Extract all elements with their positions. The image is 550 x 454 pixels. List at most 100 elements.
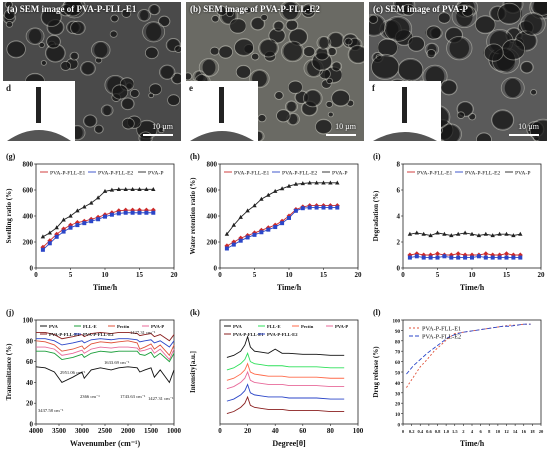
y-tick-label-l-2: 20 [395,403,401,408]
x-tick-label-k-0: 0 [218,427,222,435]
scale-label-c: 10 µm [518,122,539,131]
x-axis-label-j: Wavenumber (cm⁻¹) [70,439,141,448]
point-h-2-4 [252,203,257,208]
sem-title-b: (b) SEM image of PVA-P-FLL-E2 [190,4,320,14]
point-g-0-4 [68,222,73,228]
series-line-j-3 [36,346,175,361]
inset-label-e: e [189,83,193,93]
y-tick-label-i-3: 6 [397,187,401,195]
point-g-1-7 [89,219,94,224]
series-line-j-4 [36,332,175,342]
point-h-2-16 [335,180,340,185]
y-tick-label-i-1: 2 [397,239,401,247]
x-axis-label-h: Time/h [277,283,302,292]
x-axis-label-g: Time/h [93,283,118,292]
x-tick-label-h-4: 20 [355,271,363,279]
sem-image-b: (b) SEM image of PVA-P-FLL-E2 e 10 µm [186,2,364,141]
point-g-2-3 [61,217,66,222]
point-i-2-10 [476,233,482,238]
point-i-1-3 [428,255,433,260]
legend-entry-i-2: PVA-P [515,171,530,177]
legend-entry-h-1: PVA-P-FLL-E2 [282,171,318,177]
y-tick-label-i-4: 8 [397,161,401,169]
x-tick-label-h-3: 15 [320,271,328,279]
x-tick-label-l-11: 10 [496,429,501,434]
point-g-2-14 [137,186,142,191]
point-h-2-6 [266,192,271,197]
legend-entry-k-4: PVA-P-FLL-E1 [233,332,264,337]
point-i-1-0 [407,255,412,260]
point-g-1-9 [103,214,107,219]
y-axis-label-j: Transmittance (%) [5,343,13,400]
point-i-2-12 [490,233,495,238]
point-g-2-12 [123,186,128,191]
point-g-1-3 [61,229,66,234]
sem-texture-c [369,2,547,141]
y-tick-label-h-2: 400 [207,213,218,221]
chart-k: (k) 0 20 40 60 80 100 Degree[θ] Intensity[a.u.] P… [186,304,366,452]
point-i-2-7 [456,231,461,236]
point-h-1-9 [287,215,291,220]
y-tick-label-l-1: 10 [395,413,401,418]
point-h-1-4 [252,232,257,237]
x-tick-label-g-0: 0 [34,271,38,279]
point-i-0-7 [455,251,461,257]
x-tick-label-l-0: 0 [402,429,405,434]
point-g-2-1 [47,230,52,235]
x-tick-label-h-0: 0 [218,271,222,279]
x-tick-label-k-5: 100 [353,427,364,435]
series-line-k-5 [226,383,345,402]
x-tick-label-l-8: 4 [471,429,474,434]
point-i-2-1 [414,230,419,235]
legend-entry-k-0: PVA [233,324,243,329]
point-i-1-14 [504,255,509,260]
y-tick-label-j-0: 0 [30,421,34,429]
chart-j: (j) 4000 3500 3000 2500 2000 1500 1000 0 20 40 60 80… [2,304,182,452]
point-g-1-5 [75,223,80,228]
annotation-j-1: 1633.69 cm⁻¹ [104,360,130,365]
x-tick-label-j-2: 3000 [75,427,90,435]
x-tick-label-l-5: 1.0 [443,429,449,434]
plot-frame-l [402,319,542,425]
legend-entry-j-1: FLL-E [83,324,97,329]
sem-title-a: (a) SEM image of PVA-P-FLL-E1 [7,4,137,14]
point-i-1-13 [497,255,502,260]
x-tick-label-l-2: 0.4 [417,429,423,434]
panel-label-i: (i) [373,152,381,161]
y-tick-label-h-4: 800 [207,161,218,169]
x-tick-label-j-3: 2500 [98,427,113,435]
sem-image-a: (a) SEM image of PVA-P-FLL-E1 d 10 µm [3,2,181,141]
y-tick-label-j-3: 60 [26,358,34,366]
point-g-1-4 [68,225,73,230]
y-tick-label-l-7: 70 [395,351,401,356]
point-h-1-0 [224,246,229,251]
point-h-2-7 [273,188,278,193]
point-i-2-11 [483,231,488,236]
x-tick-label-g-4: 20 [171,271,179,279]
y-tick-label-h-1: 200 [207,239,218,247]
y-tick-label-i-0: 0 [397,265,401,273]
x-tick-label-i-3: 15 [503,271,511,279]
legend-entry-k-5: PVA-P-FLL-E2 [267,332,298,337]
point-h-2-12 [307,180,312,185]
point-i-0-11 [483,251,489,257]
x-tick-label-h-2: 10 [286,271,294,279]
y-tick-label-i-2: 4 [397,213,401,221]
x-tick-label-l-10: 8 [488,429,491,434]
chart-i: (i) 0 5 10 15 20 0 2 4 6 8 Time/h Degradation (%) PVA… [369,148,549,296]
x-tick-label-l-3: 0.6 [426,429,432,434]
legend-entry-j-5: PVA-P-FLL-E2 [83,332,114,337]
point-i-1-16 [518,255,523,260]
point-h-1-7 [273,225,278,230]
y-axis-label-k: Intensity[a.u.] [189,351,197,393]
point-i-2-0 [407,231,413,236]
series-line-j-5 [36,338,175,348]
point-h-2-13 [314,180,319,185]
x-axis-label-k: Degree[θ] [272,439,306,448]
series-line-j-1 [36,350,175,363]
x-tick-label-g-1: 5 [69,271,73,279]
point-i-2-4 [435,230,440,235]
series-line-k-4 [226,395,345,415]
chart-g: (g) 0 5 10 15 20 0 200 400 600 800 Time/h Swelling r… [2,148,182,296]
point-i-2-2 [421,231,426,236]
